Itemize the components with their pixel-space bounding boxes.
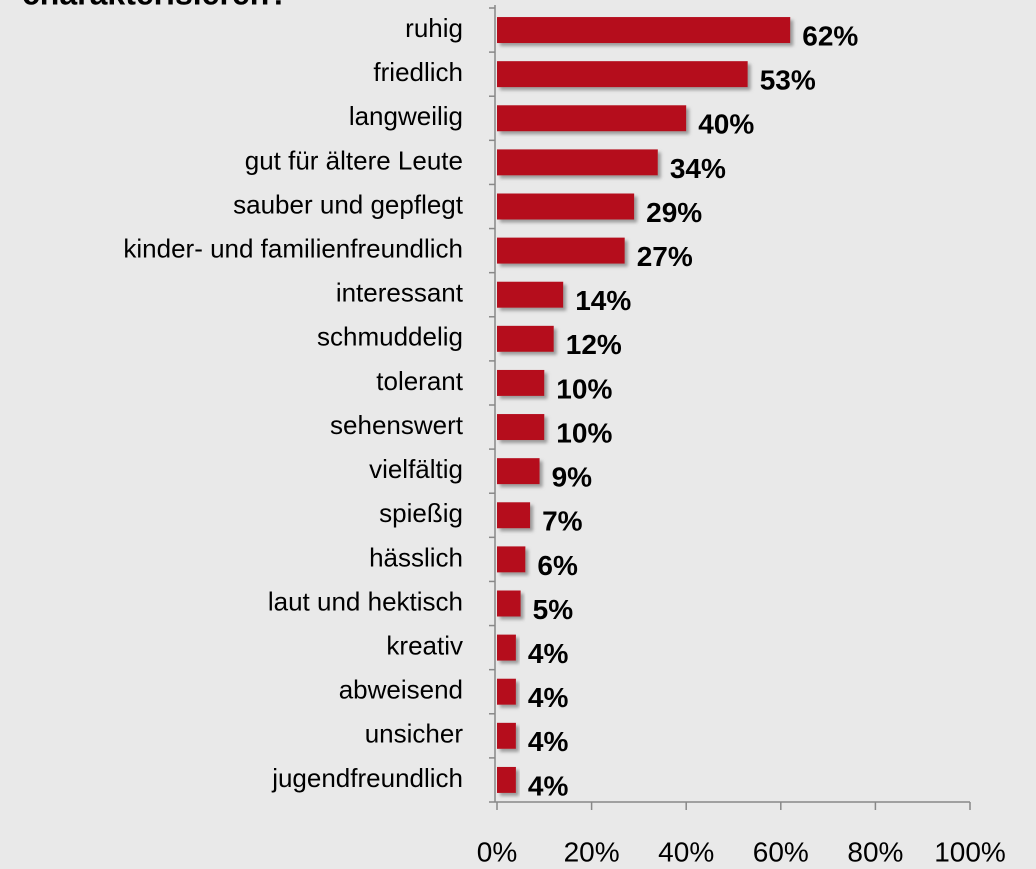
value-label: 12% (566, 329, 622, 360)
y-tick-label: tolerant (376, 366, 463, 396)
y-tick-label: schmuddelig (317, 322, 463, 352)
value-label: 34% (670, 153, 726, 184)
value-label: 4% (528, 682, 569, 713)
bar (497, 546, 526, 573)
value-label: 14% (575, 285, 631, 316)
value-label: 40% (698, 109, 754, 140)
bar (497, 61, 748, 88)
x-tick-label: 20% (564, 836, 620, 867)
y-tick-label: gut für ältere Leute (245, 145, 463, 175)
bar (497, 149, 658, 176)
value-label: 27% (637, 241, 693, 272)
value-label: 4% (528, 726, 569, 757)
bar (497, 325, 554, 352)
y-tick-label: laut und hektisch (268, 586, 463, 616)
bar (497, 193, 635, 220)
value-label: 10% (556, 373, 612, 404)
value-label: 4% (528, 638, 569, 669)
x-tick-label: 0% (477, 836, 517, 867)
value-label: 7% (542, 506, 583, 537)
bar (497, 766, 516, 793)
value-label: 29% (646, 197, 702, 228)
value-label: 6% (537, 550, 578, 581)
x-tick-label: 100% (934, 836, 1006, 867)
y-tick-label: jugendfreundlich (271, 763, 463, 793)
y-tick-label: sauber und gepflegt (233, 189, 464, 219)
y-tick-label: kreativ (386, 630, 463, 660)
bar (497, 17, 791, 44)
bar (497, 281, 564, 308)
y-tick-label: ruhig (405, 13, 463, 43)
y-tick-label: abweisend (339, 675, 463, 705)
bar (497, 590, 521, 617)
value-label: 10% (556, 417, 612, 448)
y-tick-label: spießig (379, 498, 463, 528)
bar (497, 105, 687, 132)
value-label: 62% (802, 20, 858, 51)
x-tick-label: 60% (753, 836, 809, 867)
value-label: 9% (552, 462, 593, 493)
x-tick-label: 40% (658, 836, 714, 867)
y-tick-label: interessant (336, 278, 464, 308)
value-label: 53% (760, 65, 816, 96)
y-tick-label: friedlich (373, 57, 463, 87)
y-tick-label: langweilig (349, 101, 463, 131)
x-tick-label: 80% (847, 836, 903, 867)
bar (497, 414, 545, 441)
bar (497, 237, 625, 264)
bar (497, 369, 545, 396)
bar (497, 502, 531, 529)
y-tick-label: sehenswert (330, 410, 464, 440)
y-tick-label: unsicher (365, 719, 464, 749)
y-tick-label: vielfältig (369, 454, 463, 484)
value-label: 5% (533, 594, 574, 625)
bar (497, 722, 516, 749)
y-tick-label: hässlich (369, 542, 463, 572)
chart-title: charakterisieren? (22, 0, 289, 11)
y-tick-label: kinder- und familienfreundlich (123, 233, 463, 263)
bar (497, 678, 516, 705)
bar (497, 634, 516, 661)
bar (497, 458, 540, 485)
value-label: 4% (528, 770, 569, 801)
